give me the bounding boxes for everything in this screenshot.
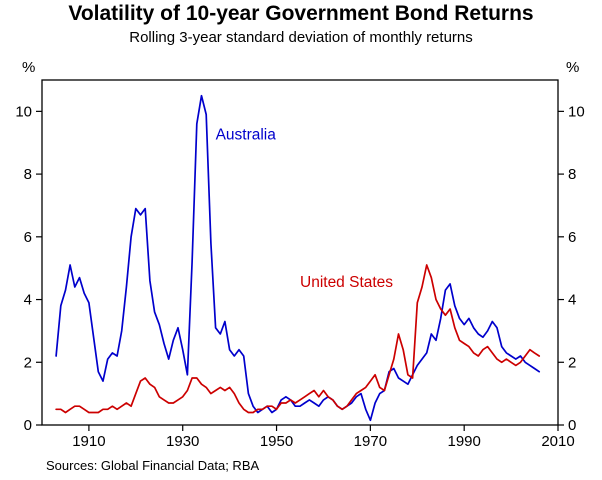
y-axis-tick-label-right: 8 (568, 166, 576, 183)
y-axis-unit-right: % (566, 59, 579, 76)
y-axis-unit-left: % (22, 59, 35, 76)
y-axis-tick-label-right: 6 (568, 229, 576, 246)
series-line-australia (55, 94, 541, 422)
y-axis-tick-label-right: 10 (568, 103, 585, 120)
chart-source: Sources: Global Financial Data; RBA (46, 458, 260, 473)
y-axis-tick-label-left: 0 (24, 417, 32, 434)
x-axis-tick-label: 1950 (260, 433, 293, 450)
plot-border (41, 79, 559, 426)
y-axis-tick-label-left: 2 (24, 354, 32, 371)
y-axis-tick-label-left: 6 (24, 229, 32, 246)
y-axis-tick-label-left: 8 (24, 166, 32, 183)
series-label-united-states: United States (300, 274, 393, 291)
x-axis-tick-label: 1910 (72, 433, 105, 450)
y-axis-tick-label-right: 4 (568, 292, 576, 309)
x-axis-tick-label: 2010 (541, 433, 574, 450)
x-axis-tick-label: 1970 (354, 433, 387, 450)
series-line-united-states (55, 264, 541, 414)
series-label-australia: Australia (216, 127, 277, 144)
y-axis-tick-label-right: 0 (568, 417, 576, 434)
y-axis-tick-label-right: 2 (568, 354, 576, 371)
x-axis-tick-label: 1930 (166, 433, 199, 450)
line-chart: % % 0 0 2 2 4 4 6 6 8 8 10 10 1910 1930 1950 1970 1990 2010… (15, 59, 585, 450)
y-axis-tick-label-left: 4 (24, 292, 32, 309)
chart-subtitle: Rolling 3-year standard deviation of mon… (129, 29, 473, 46)
y-axis-tick-label-left: 10 (15, 103, 32, 120)
chart-title: Volatility of 10-year Government Bond Re… (68, 2, 534, 25)
x-axis-tick-label: 1990 (447, 433, 480, 450)
